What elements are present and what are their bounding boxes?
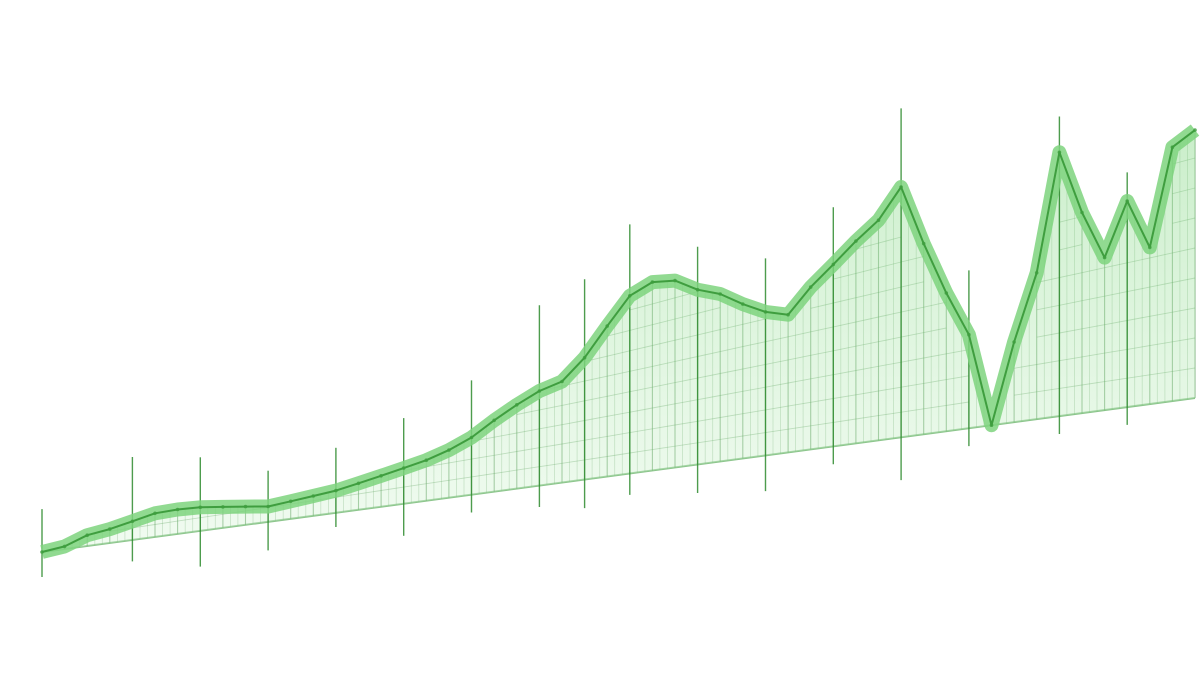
data-point: [492, 418, 497, 423]
data-point: [899, 185, 903, 189]
data-point: [130, 519, 135, 524]
data-point: [741, 302, 745, 306]
data-point: [379, 474, 383, 478]
data-point: [876, 218, 881, 222]
data-point: [808, 285, 813, 289]
data-point: [424, 458, 429, 463]
data-point: [1170, 145, 1175, 149]
data-point: [85, 533, 89, 537]
data-point: [153, 511, 157, 516]
data-point: [401, 466, 406, 470]
data-points: [40, 128, 1197, 554]
data-point: [1080, 210, 1084, 215]
data-point: [243, 504, 248, 509]
area-fill-path: [42, 130, 1195, 552]
data-point: [650, 280, 655, 284]
data-point: [718, 292, 722, 296]
data-point: [944, 291, 949, 295]
data-point: [356, 481, 361, 486]
series-line-group: [40, 124, 1200, 559]
data-point: [198, 505, 203, 510]
data-point: [288, 499, 293, 504]
data-point: [1012, 340, 1016, 344]
data-point: [989, 423, 994, 428]
data-point: [1057, 150, 1062, 155]
data-point: [605, 324, 609, 328]
spike-lines: [41, 108, 1128, 577]
data-point: [560, 379, 564, 384]
data-point: [175, 507, 180, 512]
data-point: [40, 550, 44, 554]
data-point: [1125, 199, 1129, 203]
data-point: [673, 278, 677, 283]
data-point: [469, 435, 474, 440]
data-point: [334, 488, 338, 493]
series-line: [41, 129, 1196, 553]
area-fill: [42, 130, 1195, 552]
data-point: [1193, 128, 1197, 132]
data-point: [311, 494, 316, 498]
data-point: [763, 310, 768, 314]
data-point: [967, 332, 971, 337]
data-point: [831, 262, 836, 267]
data-point: [786, 312, 790, 317]
data-point: [515, 403, 519, 407]
data-point: [62, 544, 67, 549]
data-point: [537, 389, 542, 393]
data-point: [695, 287, 700, 292]
data-point: [108, 527, 112, 531]
data-point: [1034, 271, 1039, 275]
data-point: [921, 241, 926, 246]
data-point: [1102, 255, 1107, 260]
data-point: [1148, 245, 1152, 250]
data-point: [582, 355, 587, 360]
data-point: [221, 505, 225, 509]
data-point: [266, 504, 270, 509]
data-point: [447, 448, 451, 452]
data-point: [628, 294, 632, 298]
data-point: [854, 239, 858, 243]
